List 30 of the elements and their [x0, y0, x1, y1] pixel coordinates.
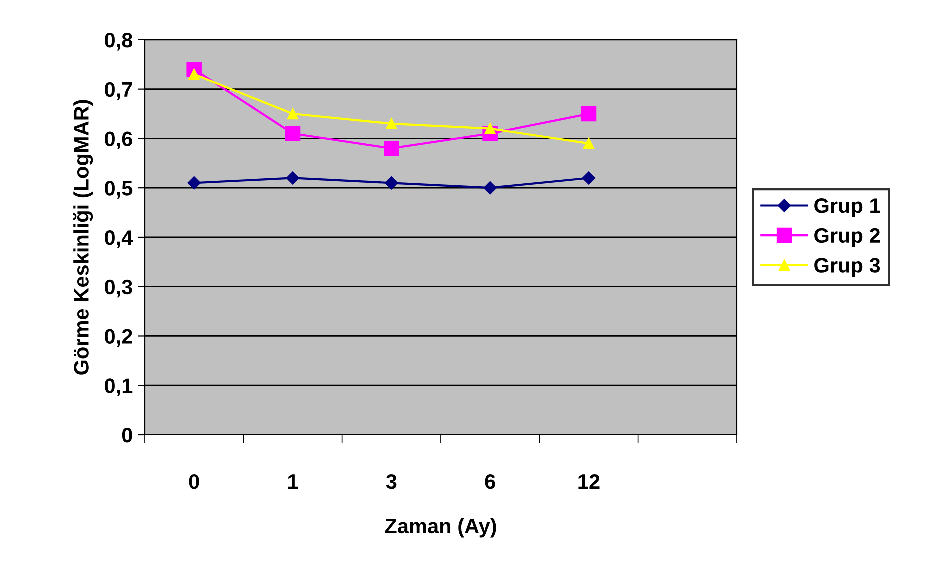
legend-label: Grup 2	[814, 228, 880, 248]
y-tick-label: 0,6	[105, 132, 132, 150]
y-tick-label: 0,5	[105, 181, 133, 199]
x-tick-label: 1	[288, 474, 298, 489]
point	[583, 138, 595, 150]
x-tick-label: 3	[386, 474, 397, 490]
y-axis-title: Görme Keskinliği (LogMAR)	[73, 100, 94, 375]
x-tick-label: 0	[189, 474, 200, 490]
point	[385, 176, 398, 190]
x-tick-label: 6	[485, 474, 496, 490]
y-tick-label: 0,4	[105, 230, 134, 248]
point	[384, 140, 400, 156]
point	[285, 126, 301, 142]
y-tick-label: 0	[122, 428, 132, 443]
point	[188, 176, 201, 190]
y-tick-label: 0,1	[105, 378, 133, 396]
legend-label: Grup 3	[814, 258, 880, 278]
point	[484, 182, 497, 195]
point	[286, 172, 300, 185]
legend-label: Grup 1	[814, 198, 880, 218]
y-tick-label: 0,8	[105, 32, 133, 51]
point	[287, 108, 299, 120]
x-tick-label: 12	[578, 474, 600, 489]
x-axis-title: Zaman (Ay)	[385, 518, 496, 538]
y-tick-label: 0,2	[105, 329, 132, 348]
point	[386, 118, 398, 130]
y-tick-label: 0,7	[105, 82, 132, 100]
y-tick-label: 0,3	[105, 280, 132, 298]
point	[582, 172, 596, 185]
point	[581, 106, 597, 122]
